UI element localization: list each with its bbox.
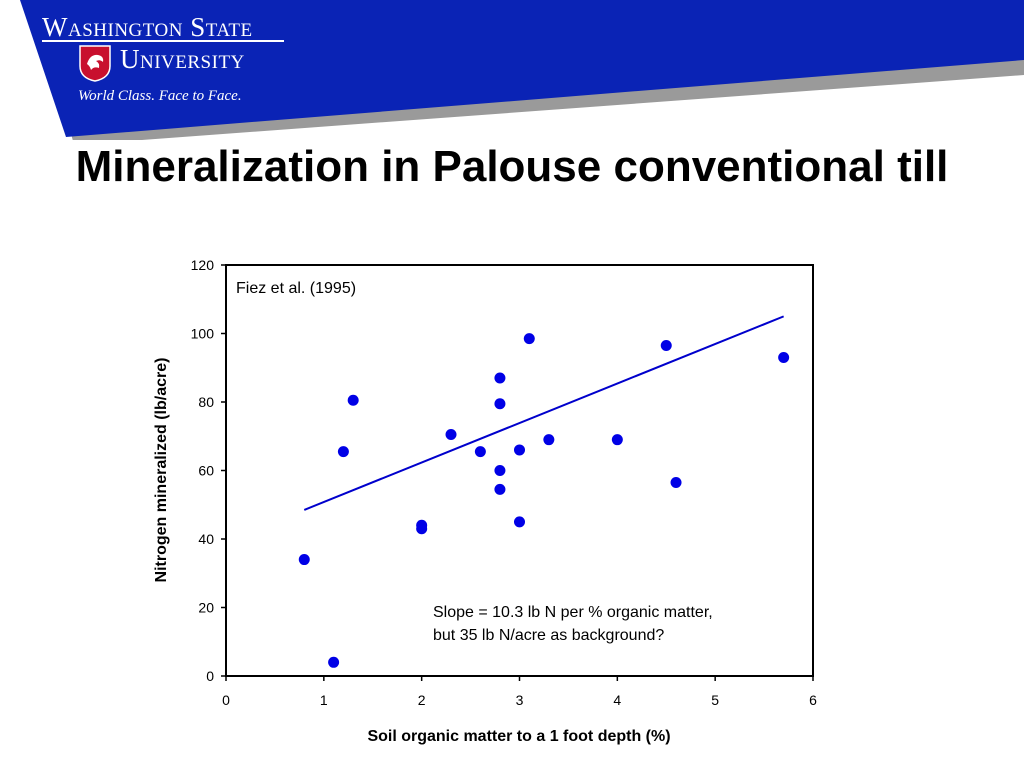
y-tick-label: 120 [191,257,215,273]
plot-area [225,264,814,677]
y-tick-label: 20 [198,600,214,616]
data-point [328,656,340,668]
y-axis-label: Nitrogen mineralized (lb/acre) [153,358,170,583]
x-tick-label: 1 [320,692,328,708]
data-point [416,523,428,535]
logo-text-line1: Washington State [42,12,253,42]
data-point [611,434,623,446]
y-tick-label: 100 [191,326,215,342]
y-tick-label: 0 [206,668,214,684]
trendline [303,315,785,511]
data-point [514,444,525,456]
x-axis: 0 1 2 3 4 5 6 [222,676,817,708]
data-point [670,476,682,488]
x-tick-label: 0 [222,692,230,708]
slope-annotation-line1: Slope = 10.3 lb N per % organic matter, [433,604,713,621]
logo-divider [42,40,284,42]
source-annotation: Fiez et al. (1995) [236,280,356,297]
data-point [543,434,555,446]
y-tick-label: 40 [198,531,214,547]
data-point [514,516,525,528]
wsu-cougar-seal-icon [79,45,111,82]
data-point [494,483,506,495]
x-tick-label: 6 [809,692,817,708]
header-banner [20,0,1024,140]
y-tick-label: 60 [198,463,214,479]
data-point [445,429,457,441]
tagline: World Class. Face to Face. [78,88,242,104]
x-tick-label: 4 [613,692,621,708]
data-point [778,351,790,363]
logo-text-line2: University [120,44,245,74]
y-axis: 0 20 40 60 80 100 120 [191,257,226,684]
data-point [298,554,310,566]
data-point [523,333,535,345]
x-tick-label: 5 [711,692,719,708]
data-point [347,394,359,406]
x-tick-label: 2 [418,692,426,708]
x-tick-label: 3 [516,692,524,708]
data-point [660,339,672,351]
data-point [494,465,506,476]
slope-annotation-line2: but 35 lb N/acre as background? [433,627,664,644]
slide-title: Mineralization in Palouse conventional t… [75,142,949,191]
banner-blue [20,0,1024,137]
y-tick-label: 80 [198,394,214,410]
x-axis-label: Soil organic matter to a 1 foot depth (%… [367,728,670,745]
data-point [337,446,349,458]
data-point [474,446,486,458]
data-points [298,333,790,668]
data-point [494,398,506,410]
data-point [494,372,506,384]
